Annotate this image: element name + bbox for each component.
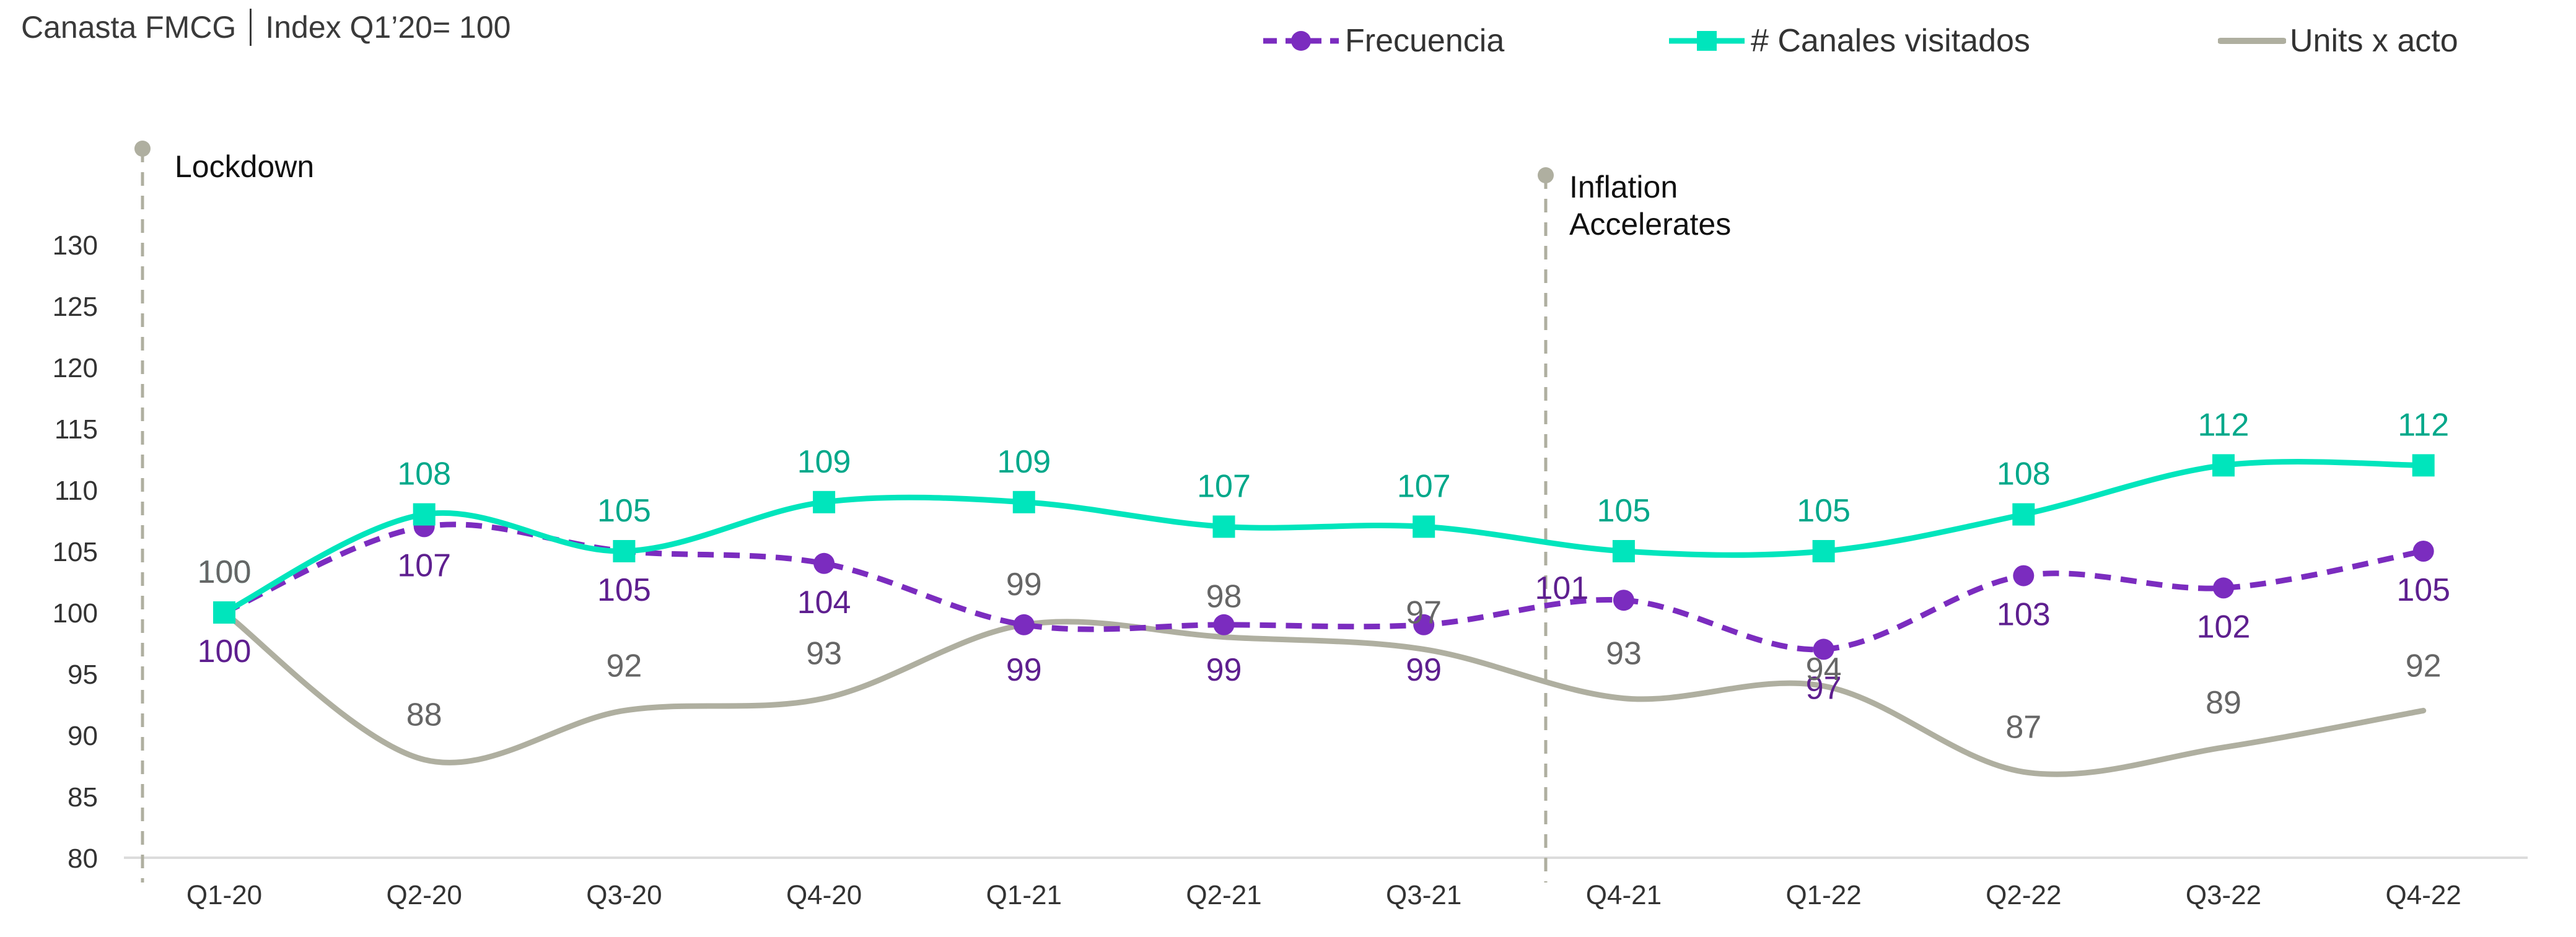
- canales-point: [2412, 454, 2435, 477]
- x-tick-label: Q3-22: [2186, 880, 2261, 910]
- canales-point: [613, 540, 636, 562]
- canales-data-label: 112: [2398, 407, 2449, 443]
- x-tick-label: Q2-20: [387, 880, 462, 910]
- y-tick-label: 110: [55, 476, 98, 506]
- x-tick-label: Q4-20: [786, 880, 862, 910]
- x-tick-label: Q4-22: [2386, 880, 2461, 910]
- canales-data-label: 105: [1797, 493, 1851, 529]
- frecuencia-data-label: 99: [1006, 652, 1042, 688]
- square-marker-icon: [1669, 31, 1745, 51]
- units-data-label: 100: [198, 554, 252, 590]
- canales-point: [2212, 454, 2235, 477]
- units-data-label: 97: [1406, 595, 1442, 630]
- legend-item-canales: # Canales visitados: [1667, 22, 2030, 59]
- y-tick-label: 120: [53, 353, 98, 383]
- units-data-label: 98: [1206, 579, 1242, 615]
- frecuencia-point: [1613, 590, 1634, 611]
- canales-data-label: 107: [1197, 468, 1251, 504]
- line-marker-icon: [2218, 38, 2286, 44]
- y-tick-label: 125: [53, 292, 98, 322]
- series-units-line: [221, 609, 2427, 777]
- x-tick-label: Q3-21: [1386, 880, 1461, 910]
- y-tick-label: 80: [68, 843, 98, 874]
- frecuencia-point: [2013, 565, 2035, 586]
- canales-data-label: 100: [198, 554, 252, 590]
- frecuencia-data-label: 105: [597, 572, 651, 608]
- units-data-label: 87: [2005, 709, 2041, 745]
- canales-data-label: 105: [1597, 493, 1651, 529]
- x-tick-label: Q1-21: [986, 880, 1062, 910]
- annotation-lockdown: Lockdown: [175, 149, 315, 184]
- units-data-label: 94: [1806, 652, 1842, 687]
- units-data-label: 93: [806, 636, 842, 672]
- y-tick-label: 85: [68, 782, 98, 813]
- frecuencia-data-label: 99: [1206, 652, 1242, 688]
- x-tick-label: Q4-21: [1586, 880, 1662, 910]
- canales-data-label: 105: [597, 493, 651, 529]
- x-tick-label: Q2-21: [1186, 880, 1261, 910]
- frecuencia-data-label: 97: [1806, 670, 1842, 706]
- canales-data-label: 108: [1997, 456, 2051, 492]
- frecuencia-point: [1413, 614, 1435, 635]
- y-tick-label: 130: [53, 230, 98, 261]
- y-tick-label: 105: [53, 537, 98, 567]
- canales-data-label: 107: [1397, 468, 1451, 504]
- canales-point: [1812, 540, 1835, 562]
- units-data-label: 93: [1606, 636, 1642, 672]
- legend-item-units: Units x acto: [2218, 22, 2458, 59]
- event-marker-dot: [1538, 167, 1554, 183]
- x-tick-label: Q1-22: [1785, 880, 1861, 910]
- chart-title: Canasta FMCG: [21, 10, 237, 45]
- frecuencia-point: [1813, 638, 1834, 660]
- units-data-label: 92: [606, 648, 642, 684]
- canales-point: [2012, 503, 2035, 526]
- canales-data-label: 108: [397, 456, 451, 492]
- x-tick-label: Q2-22: [1986, 880, 2061, 910]
- canales-point: [213, 601, 235, 624]
- frecuencia-point: [813, 552, 835, 574]
- units-data-label: 92: [2406, 648, 2442, 684]
- title-separator: [250, 9, 252, 46]
- x-tick-label: Q1-20: [186, 880, 262, 910]
- canales-point: [1413, 515, 1435, 538]
- dashed-circle-marker-icon: [1263, 31, 1339, 51]
- y-tick-label: 100: [53, 598, 98, 629]
- y-tick-label: 90: [68, 721, 98, 751]
- legend-item-frecuencia: Frecuencia: [1261, 22, 1504, 59]
- frecuencia-point: [2213, 577, 2234, 599]
- series-canales-line: [223, 459, 2424, 616]
- canales-data-label: 109: [797, 444, 851, 480]
- frecuencia-data-label: 102: [2197, 609, 2251, 645]
- annotation-inflation: Inflation Accelerates: [1569, 170, 1732, 242]
- canales-data-label: 109: [997, 444, 1051, 480]
- frecuencia-point: [1213, 614, 1235, 635]
- event-marker-dot: [134, 141, 151, 157]
- canales-point: [413, 503, 436, 526]
- canales-point: [1012, 490, 1035, 513]
- canales-data-label: 112: [2198, 407, 2250, 443]
- frecuencia-data-label: 104: [797, 585, 851, 621]
- units-data-label: 99: [1006, 567, 1042, 603]
- x-tick-label: Q3-20: [586, 880, 662, 910]
- units-data-label: 89: [2206, 685, 2241, 721]
- y-tick-label: 95: [68, 660, 98, 690]
- series-frecuencia-line: [223, 521, 2424, 653]
- frecuencia-data-label: 103: [1997, 597, 2051, 633]
- frecuencia-data-label: 99: [1406, 652, 1442, 688]
- frecuencia-data-label: 101: [1535, 570, 1589, 606]
- chart-header: Canasta FMCG Index Q1’20= 100: [21, 9, 510, 46]
- frecuencia-data-label: 107: [397, 547, 451, 583]
- y-tick-label: 115: [55, 414, 98, 445]
- frecuencia-data-label: 100: [198, 634, 252, 669]
- frecuencia-point: [2412, 541, 2434, 562]
- chart-subtitle: Index Q1’20= 100: [265, 10, 511, 45]
- canales-point: [813, 490, 836, 513]
- canales-point: [1212, 515, 1235, 538]
- frecuencia-data-label: 105: [2396, 572, 2450, 608]
- frecuencia-point: [1013, 614, 1035, 635]
- canales-point: [1612, 540, 1635, 562]
- units-data-label: 88: [406, 697, 442, 733]
